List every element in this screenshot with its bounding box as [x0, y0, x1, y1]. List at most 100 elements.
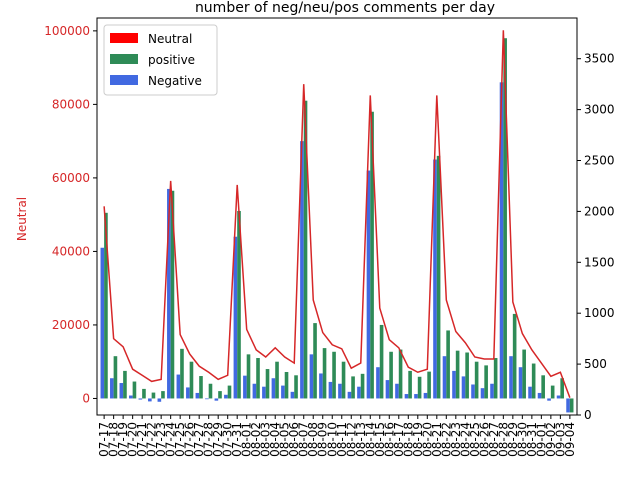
bar-negative-08-11 [338, 383, 342, 399]
x-tick-label: 08-13 [354, 422, 368, 457]
bar-negative-07-22 [148, 398, 152, 402]
x-tick-label: 08-09 [316, 422, 330, 457]
x-tick-label: 08-10 [325, 422, 339, 457]
x-tick-label: 08-24 [458, 422, 472, 457]
bar-positive-08-13 [360, 373, 365, 399]
legend: Neutral positive Negative [103, 24, 218, 96]
bar-positive-08-29 [512, 313, 517, 399]
bar-positive-07-25 [180, 348, 184, 399]
x-tick-label: 08-25 [468, 422, 482, 457]
bar-positive-08-06 [294, 375, 298, 399]
x-tick-label: 08-02 [249, 422, 263, 457]
bar-negative-07-18 [110, 378, 114, 399]
x-tick-label: 08-16 [382, 422, 396, 457]
line-series-right-0 [103, 30, 571, 398]
bar-positive-08-20 [427, 371, 431, 399]
bar-negative-07-26 [186, 387, 190, 399]
x-tick-label: 08-06 [287, 422, 301, 457]
bar-negative-08-04 [271, 378, 276, 399]
bar-positive-08-17 [398, 349, 403, 399]
x-tick-label: 08-01 [240, 422, 254, 457]
bar-negative-08-07 [300, 141, 304, 399]
y-right-tick-label: 0 [584, 408, 592, 422]
bar-positive-08-27 [493, 358, 498, 399]
bar-negative-07-30 [224, 394, 228, 399]
bar-positive-08-22 [446, 330, 450, 399]
x-tick-label: 08-31 [525, 422, 539, 457]
x-tick-label: 07-23 [154, 422, 168, 457]
bar-negative-08-28 [499, 82, 504, 399]
bar-positive-09-02 [550, 385, 555, 399]
x-tick-label: 07-29 [211, 422, 225, 457]
legend-swatch [110, 54, 138, 64]
x-tick-label: 08-26 [477, 422, 491, 457]
bar-positive-08-05 [284, 371, 289, 399]
bar-negative-07-23 [157, 398, 162, 402]
x-tick-label: 08-29 [506, 422, 520, 457]
y-left-axis-label: Neutral [15, 197, 29, 241]
x-tick-label: 08-05 [278, 422, 292, 457]
bar-positive-07-27 [199, 376, 203, 399]
bar-positive-08-04 [275, 361, 279, 399]
bar-negative-08-20 [423, 392, 428, 399]
bar-positive-08-15 [379, 324, 384, 399]
bar-positive-07-28 [208, 383, 213, 399]
bar-positive-07-24 [170, 190, 175, 399]
bar-positive-07-31 [237, 210, 241, 399]
x-tick-label: 08-11 [335, 422, 349, 457]
bar-negative-08-08 [309, 354, 314, 399]
legend-entry-label: Negative [148, 74, 202, 88]
bar-negative-08-25 [471, 384, 475, 399]
x-tick-label: 08-04 [268, 422, 282, 457]
bar-negative-08-18 [404, 394, 409, 399]
bar-negative-08-05 [281, 385, 285, 399]
bar-negative-07-24 [167, 188, 171, 399]
bar-negative-07-20 [129, 395, 133, 399]
bar-positive-08-12 [351, 376, 355, 399]
bar-negative-08-10 [328, 381, 333, 399]
bar-negative-08-14 [366, 170, 371, 399]
x-tick-label: 08-28 [496, 422, 510, 457]
bar-positive-08-01 [246, 354, 251, 399]
bar-negative-09-01 [537, 392, 542, 399]
bar-negative-09-02 [547, 398, 551, 401]
x-tick-label: 08-17 [392, 422, 406, 457]
bar-negative-07-28 [205, 398, 209, 400]
bar-negative-08-12 [347, 391, 352, 399]
x-tick-label: 07-24 [164, 422, 178, 457]
bar-negative-08-06 [290, 391, 295, 399]
y-left-tick-label: 80000 [52, 97, 90, 111]
bar-positive-08-25 [474, 361, 479, 399]
bar-positive-08-28 [503, 38, 507, 399]
x-tick-label: 08-19 [411, 422, 425, 457]
bar-negative-08-02 [252, 383, 257, 399]
bar-positive-08-19 [417, 376, 422, 399]
bar-positive-08-31 [531, 363, 536, 399]
bar-positive-07-20 [132, 381, 137, 399]
bar-negative-07-21 [138, 398, 143, 400]
bar-negative-08-22 [442, 356, 447, 399]
bar-positive-08-08 [313, 323, 317, 399]
bar-negative-08-01 [243, 375, 247, 399]
bar-positive-09-03 [560, 378, 564, 399]
bar-positive-08-10 [332, 351, 336, 399]
bar-positive-08-23 [455, 350, 460, 399]
bar-positive-07-21 [142, 388, 146, 399]
legend-swatch [110, 33, 138, 43]
bar-positive-08-18 [408, 370, 412, 399]
bar-negative-08-31 [528, 386, 532, 399]
bar-positive-07-26 [189, 361, 194, 399]
bar-negative-08-23 [452, 370, 456, 399]
lines-group [103, 30, 571, 398]
x-tick-label: 07-20 [126, 422, 140, 457]
x-tick-label: 07-19 [116, 422, 130, 457]
x-tick-label: 07-31 [230, 422, 244, 457]
x-tick-label: 08-08 [306, 422, 320, 457]
bar-positive-07-29 [218, 391, 222, 399]
bar-negative-08-15 [376, 367, 380, 399]
bar-negative-08-26 [480, 388, 485, 399]
x-tick-label: 07-28 [202, 422, 216, 457]
legend-entry-label: Neutral [148, 32, 192, 46]
plot-frame [96, 17, 578, 416]
